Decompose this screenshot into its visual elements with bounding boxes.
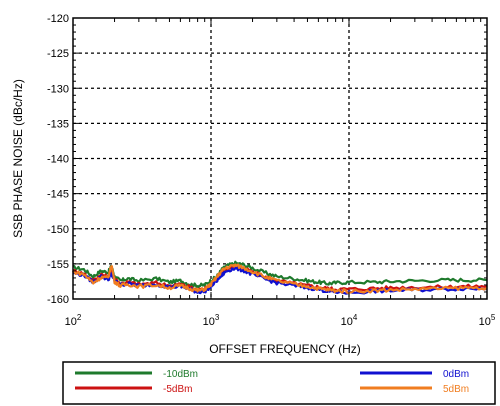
legend-label: -10dBm [163,369,198,380]
y-tick-label: -140 [47,154,69,166]
series-lines [72,260,488,295]
y-tick-label: -155 [47,259,69,271]
legend-label: 5dBm [443,384,469,395]
y-tick-label: -120 [47,13,69,25]
grid-lines [73,18,487,299]
x-tick-label: 103 [203,313,220,328]
y-tick-label: -145 [47,189,69,201]
y-tick-label: -125 [47,48,69,60]
y-tick-label: -160 [47,294,69,306]
x-tick-labels: 102 103 104 105 [65,313,496,328]
axis-ticks [72,17,487,300]
legend-box [62,361,496,405]
y-axis-title: SSB PHASE NOISE (dBc/Hz) [11,79,25,238]
legend-label: -5dBm [163,384,192,395]
legend-label: 0dBm [443,369,469,380]
legend-entries: -10dBm -5dBm 0dBm 5dBm [75,369,469,395]
series-line [72,263,488,294]
x-tick-label: 102 [65,313,82,328]
y-tick-label: -135 [47,118,69,130]
y-tick-label: -130 [47,83,69,95]
x-axis-title: OFFSET FREQUENCY (Hz) [209,342,361,356]
y-tick-label: -150 [47,224,69,236]
x-tick-label: 104 [341,313,358,328]
x-tick-label: 105 [479,313,496,328]
y-tick-labels: -120 -125 -130 -135 -140 -145 -150 -155 -160 [47,13,69,306]
